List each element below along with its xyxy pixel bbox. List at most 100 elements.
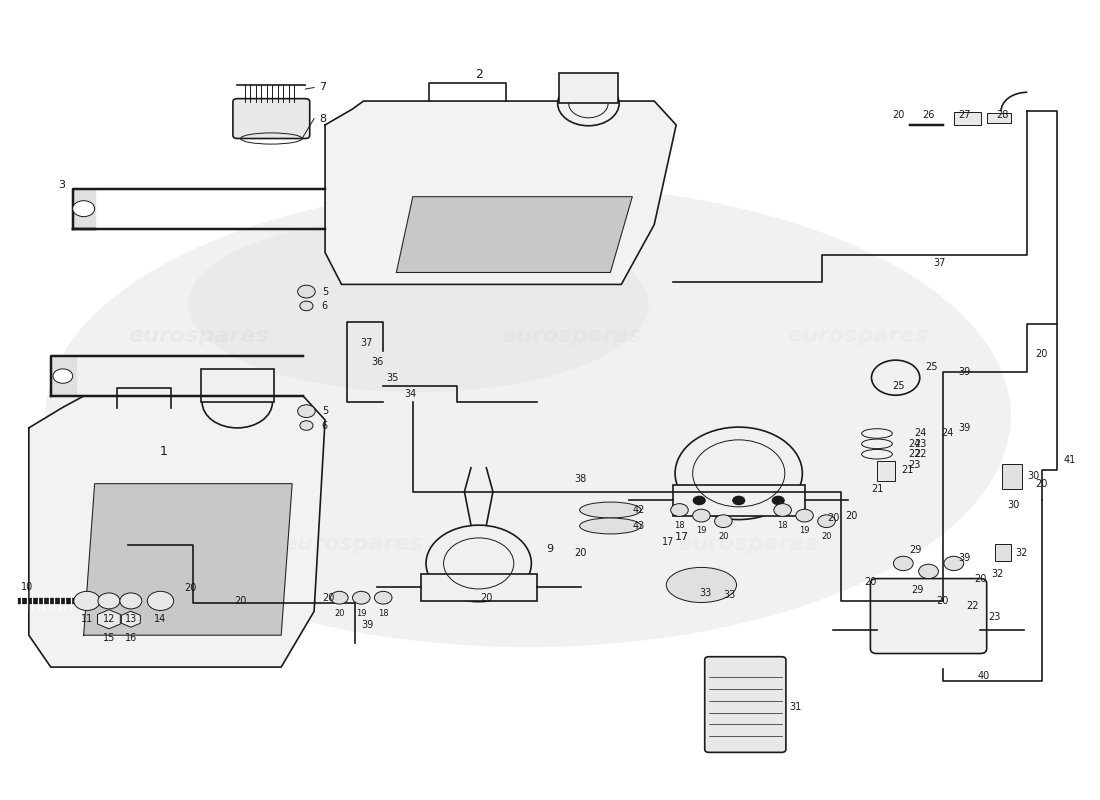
Circle shape bbox=[817, 515, 835, 527]
Text: 9: 9 bbox=[547, 544, 553, 554]
Text: eurospares: eurospares bbox=[786, 326, 927, 346]
Text: eurospares: eurospares bbox=[282, 534, 422, 554]
FancyBboxPatch shape bbox=[987, 113, 1011, 122]
Text: 39: 39 bbox=[958, 367, 970, 377]
FancyBboxPatch shape bbox=[559, 73, 618, 103]
Text: 39: 39 bbox=[958, 553, 970, 563]
Text: 18: 18 bbox=[378, 609, 388, 618]
Ellipse shape bbox=[188, 217, 649, 392]
Circle shape bbox=[893, 556, 913, 570]
FancyBboxPatch shape bbox=[673, 486, 804, 515]
Text: 23: 23 bbox=[914, 439, 926, 449]
Text: 22: 22 bbox=[966, 601, 979, 610]
Text: 5: 5 bbox=[322, 286, 328, 297]
FancyBboxPatch shape bbox=[996, 543, 1011, 561]
Text: 28: 28 bbox=[996, 110, 1009, 119]
FancyBboxPatch shape bbox=[420, 574, 537, 601]
Text: 37: 37 bbox=[933, 258, 946, 268]
Circle shape bbox=[675, 427, 802, 519]
Circle shape bbox=[771, 496, 784, 506]
Text: 24: 24 bbox=[914, 429, 926, 438]
Text: 13: 13 bbox=[124, 614, 138, 624]
Text: 24: 24 bbox=[909, 439, 921, 449]
Circle shape bbox=[352, 591, 370, 604]
Text: eurospares: eurospares bbox=[502, 326, 642, 346]
Circle shape bbox=[331, 591, 348, 604]
Polygon shape bbox=[396, 197, 632, 273]
Text: 19: 19 bbox=[800, 526, 810, 535]
Text: 19: 19 bbox=[696, 526, 706, 535]
FancyBboxPatch shape bbox=[233, 98, 310, 138]
Text: 25: 25 bbox=[925, 362, 937, 371]
Text: 12: 12 bbox=[102, 614, 116, 624]
FancyBboxPatch shape bbox=[954, 112, 981, 125]
Text: 20: 20 bbox=[322, 593, 334, 602]
Text: 39: 39 bbox=[361, 620, 374, 630]
Text: 20: 20 bbox=[184, 583, 196, 593]
Text: 23: 23 bbox=[909, 460, 921, 470]
Text: 25: 25 bbox=[893, 381, 905, 390]
Text: 36: 36 bbox=[371, 357, 383, 366]
Circle shape bbox=[374, 591, 392, 604]
Text: 5: 5 bbox=[322, 406, 328, 416]
Circle shape bbox=[733, 496, 746, 506]
Text: 14: 14 bbox=[154, 614, 166, 624]
Text: 20: 20 bbox=[974, 574, 987, 584]
Text: 20: 20 bbox=[822, 531, 832, 541]
Circle shape bbox=[693, 510, 711, 522]
Text: 20: 20 bbox=[865, 577, 877, 586]
Text: 20: 20 bbox=[234, 596, 246, 606]
Text: 26: 26 bbox=[923, 110, 935, 119]
Text: 3: 3 bbox=[58, 180, 65, 190]
Text: eurospares: eurospares bbox=[678, 534, 818, 554]
Text: 2: 2 bbox=[475, 68, 483, 82]
Ellipse shape bbox=[45, 185, 1011, 647]
Text: 20: 20 bbox=[718, 531, 728, 541]
Circle shape bbox=[671, 504, 689, 516]
Text: 18: 18 bbox=[674, 521, 685, 530]
Text: 22: 22 bbox=[908, 450, 921, 459]
Text: 18: 18 bbox=[778, 521, 788, 530]
Circle shape bbox=[944, 556, 964, 570]
Text: 30: 30 bbox=[1006, 500, 1020, 510]
Circle shape bbox=[74, 591, 100, 610]
Text: 42: 42 bbox=[632, 505, 645, 515]
Text: 6: 6 bbox=[322, 301, 328, 311]
Text: 20: 20 bbox=[846, 510, 858, 521]
Text: 39: 39 bbox=[958, 423, 970, 433]
Text: 8: 8 bbox=[320, 114, 327, 123]
Text: 21: 21 bbox=[871, 484, 883, 494]
Polygon shape bbox=[29, 396, 326, 667]
Ellipse shape bbox=[580, 518, 641, 534]
Text: 31: 31 bbox=[789, 702, 802, 712]
Text: 16: 16 bbox=[124, 633, 138, 642]
Text: 20: 20 bbox=[1035, 349, 1047, 358]
Circle shape bbox=[795, 510, 813, 522]
Text: 17: 17 bbox=[662, 537, 674, 547]
Circle shape bbox=[300, 301, 313, 310]
FancyBboxPatch shape bbox=[201, 369, 274, 402]
Polygon shape bbox=[326, 101, 676, 285]
Circle shape bbox=[693, 496, 706, 506]
Circle shape bbox=[98, 593, 120, 609]
Text: 32: 32 bbox=[991, 569, 1004, 578]
Text: 10: 10 bbox=[21, 582, 33, 592]
Text: 20: 20 bbox=[574, 548, 587, 558]
FancyBboxPatch shape bbox=[870, 578, 987, 654]
Circle shape bbox=[918, 564, 938, 578]
Text: 34: 34 bbox=[404, 389, 416, 398]
Text: 15: 15 bbox=[102, 633, 116, 642]
Text: 7: 7 bbox=[320, 82, 327, 93]
Circle shape bbox=[120, 593, 142, 609]
Text: 6: 6 bbox=[322, 421, 328, 430]
Text: 20: 20 bbox=[1035, 478, 1047, 489]
Text: 30: 30 bbox=[1027, 470, 1040, 481]
FancyBboxPatch shape bbox=[1002, 464, 1022, 490]
Text: 41: 41 bbox=[1064, 454, 1076, 465]
Circle shape bbox=[73, 201, 95, 217]
Circle shape bbox=[773, 504, 791, 516]
Polygon shape bbox=[73, 189, 95, 229]
Text: 33: 33 bbox=[724, 590, 736, 600]
Text: 20: 20 bbox=[334, 609, 344, 618]
Circle shape bbox=[426, 525, 531, 602]
